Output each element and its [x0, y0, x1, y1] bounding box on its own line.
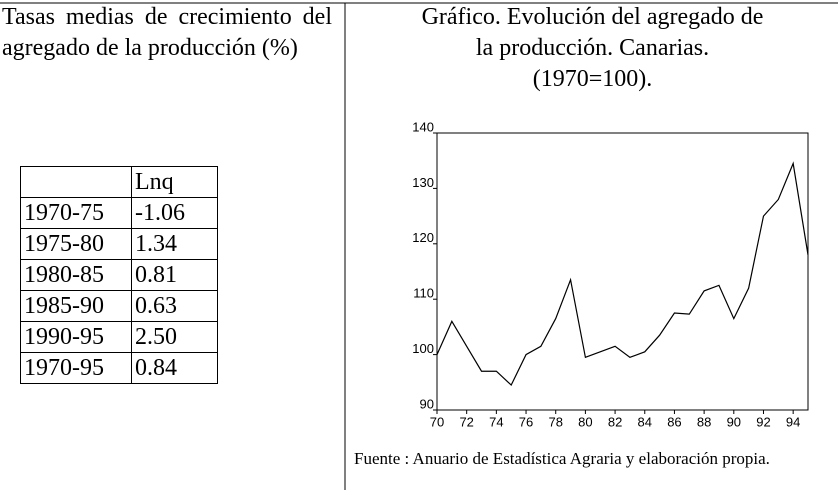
value-cell: 0.81: [131, 259, 218, 291]
growth-table: Lnq 1970-75 -1.06 1975-80 1.34 1980-85 0.81 198…: [20, 166, 218, 384]
x-tick-label: 70: [430, 414, 444, 429]
header-cell: Lnq: [131, 166, 218, 198]
table-row: 1970-75 -1.06: [20, 197, 218, 229]
title-line: la producción. Canarias.: [475, 35, 710, 61]
value-cell: 0.63: [131, 290, 218, 322]
value-cell: -1.06: [131, 197, 218, 229]
table-row: 1990-95 2.50: [20, 321, 218, 353]
x-tick-label: 88: [697, 414, 711, 429]
x-tick-label: 86: [667, 414, 681, 429]
plot-frame: [436, 132, 809, 411]
period-cell: 1990-95: [20, 321, 132, 353]
x-tick-label: 92: [756, 414, 770, 429]
value-cell: 1.34: [131, 228, 218, 260]
x-tick-label: 78: [548, 414, 562, 429]
heading: Tasas medias de crecimiento del agregado…: [2, 4, 332, 61]
header-row: Lnq: [20, 166, 218, 198]
x-tick-label: 76: [519, 414, 533, 429]
series-line: [436, 161, 809, 387]
period-cell: 1985-90: [20, 290, 132, 322]
period-cell: 1975-80: [20, 228, 132, 260]
x-tick-label: 90: [727, 414, 741, 429]
y-tick-label: 100: [412, 341, 434, 356]
x-tick-label: 74: [489, 414, 503, 429]
y-tick-label: 140: [412, 119, 434, 134]
source-note: Fuente : Anuario de Estadística Agraria …: [354, 449, 770, 468]
x-tick-label: 82: [608, 414, 622, 429]
x-tick-label: 84: [638, 414, 652, 429]
y-tick-label: 110: [413, 286, 434, 301]
x-tick-label: 72: [459, 414, 473, 429]
table-row: 1975-80 1.34: [20, 228, 218, 260]
chart-title: Gráfico. Evolución del agregado de la pro…: [350, 2, 835, 95]
y-tick-label: 130: [412, 175, 434, 190]
period-cell: 1970-95: [20, 352, 132, 384]
table-row: 1980-85 0.81: [20, 259, 218, 291]
title-line: (1970=100).: [532, 66, 653, 92]
period-cell: 1980-85: [20, 259, 132, 291]
period-cell: 1970-75: [20, 197, 132, 229]
x-tick-label: 94: [786, 414, 800, 429]
value-cell: 2.50: [131, 321, 218, 353]
empty-cell: [20, 166, 132, 198]
table-row: 1970-95 0.84: [20, 352, 218, 384]
x-tick-label: 80: [578, 414, 592, 429]
y-tick-label: 120: [412, 230, 434, 245]
title-line: Gráfico. Evolución del agregado de: [421, 4, 764, 30]
y-tick-label: 90: [420, 396, 434, 411]
value-cell: 0.84: [131, 352, 218, 384]
table-row: 1985-90 0.63: [20, 290, 218, 322]
